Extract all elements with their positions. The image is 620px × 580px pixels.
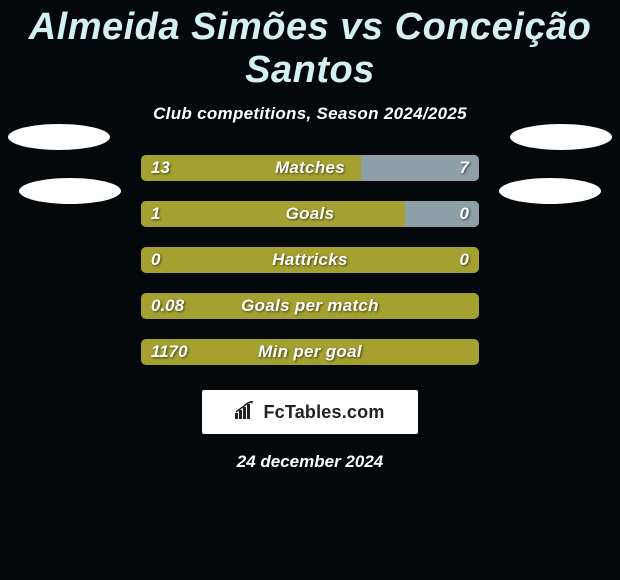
stat-value-left: 13	[151, 155, 170, 181]
infographic-container: Almeida Simões vs Conceição Santos Club …	[0, 0, 620, 580]
stat-value-right: 7	[460, 155, 469, 181]
stat-value-right: 0	[460, 201, 469, 227]
stat-row: Goals1 0	[0, 200, 620, 228]
attribution-badge: FcTables.com	[202, 390, 418, 434]
attribution-text: FcTables.com	[263, 402, 384, 423]
page-subtitle: Club competitions, Season 2024/2025	[0, 104, 620, 124]
stat-label: Min per goal	[141, 339, 479, 365]
stat-row: Hattricks0 0	[0, 246, 620, 274]
stat-row: Goals per match0.08	[0, 292, 620, 320]
stat-label: Goals	[141, 201, 479, 227]
page-title: Almeida Simões vs Conceição Santos	[0, 6, 620, 92]
stat-label: Hattricks	[141, 247, 479, 273]
stat-label: Matches	[141, 155, 479, 181]
stat-bar: Matches13 7	[140, 154, 480, 182]
stat-row: Matches13 7	[0, 154, 620, 182]
player2-portrait-placeholder	[510, 124, 612, 150]
stat-value-left: 0.08	[151, 293, 184, 319]
stat-value-right: 0	[460, 247, 469, 273]
generation-date: 24 december 2024	[0, 452, 620, 472]
stat-value-left: 1170	[151, 339, 188, 365]
player1-portrait-placeholder	[8, 124, 110, 150]
stat-row: Min per goal1170	[0, 338, 620, 366]
stat-label: Goals per match	[141, 293, 479, 319]
stat-value-left: 1	[151, 201, 160, 227]
stat-bar: Goals1 0	[140, 200, 480, 228]
stat-bar: Min per goal1170	[140, 338, 480, 366]
stat-bar: Goals per match0.08	[140, 292, 480, 320]
stat-value-left: 0	[151, 247, 160, 273]
chart-icon	[235, 401, 257, 424]
stat-bar: Hattricks0 0	[140, 246, 480, 274]
